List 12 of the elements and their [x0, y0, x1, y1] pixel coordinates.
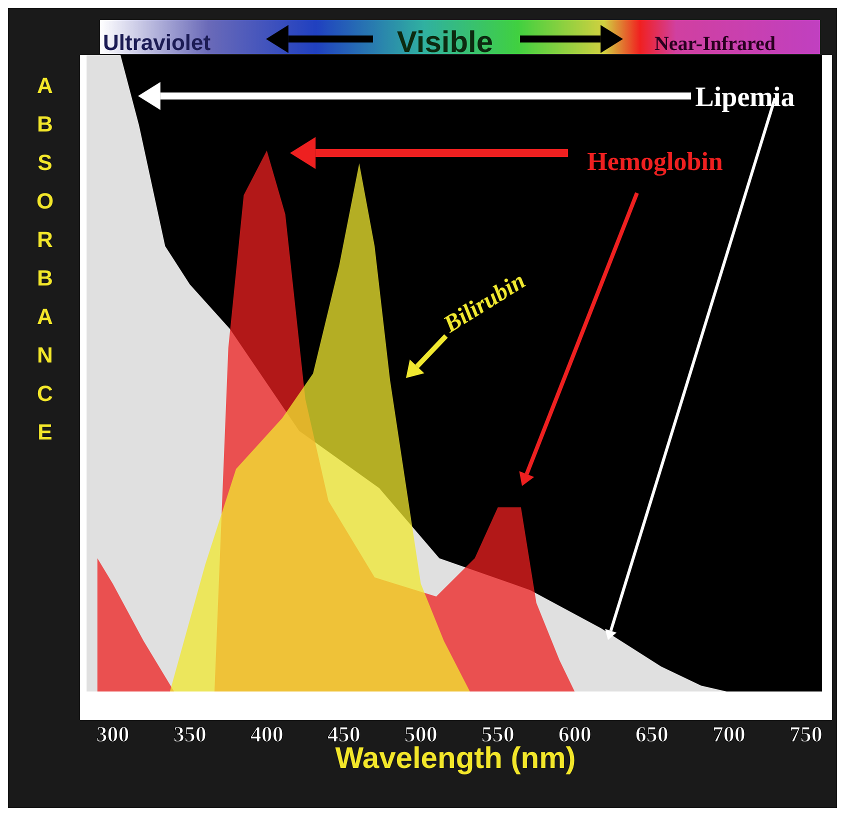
x-tick-label: 750 — [789, 722, 822, 747]
x-tick-label: 350 — [173, 722, 206, 747]
annotation: Ultraviolet — [103, 30, 212, 55]
annotation: Near-Infrared — [654, 33, 776, 55]
x-tick-label: 700 — [712, 722, 746, 747]
x-tick-label: 400 — [250, 722, 284, 747]
text: Lipemia — [695, 82, 795, 113]
text: Hemoglobin — [587, 147, 724, 176]
x-tick-label: 650 — [635, 722, 668, 747]
annotation: Visible — [396, 26, 494, 59]
x-tick-label: 300 — [96, 722, 130, 747]
text: ABSORBANCE — [36, 73, 54, 444]
